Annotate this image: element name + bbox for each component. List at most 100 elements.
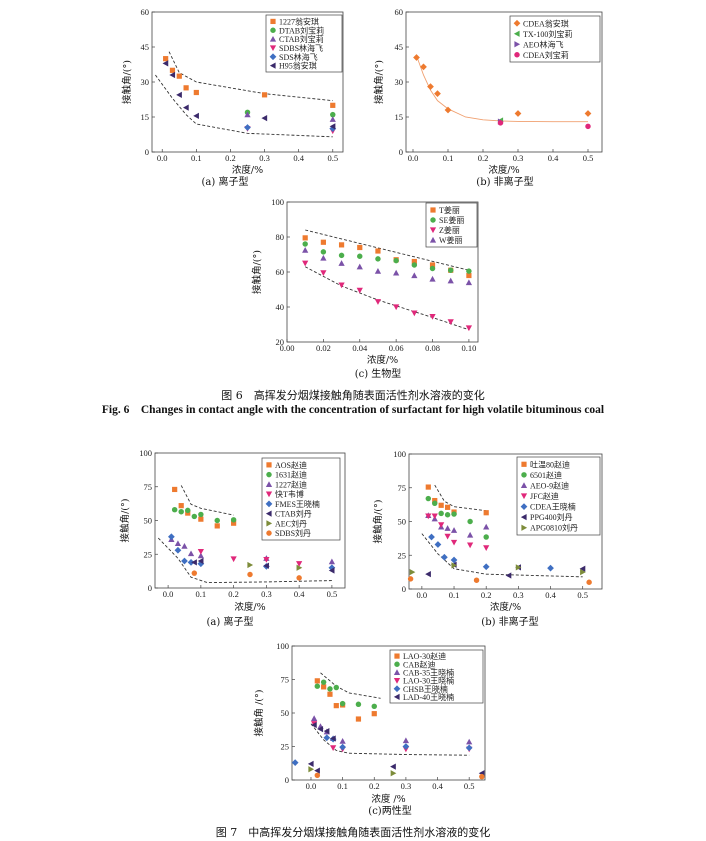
data-point bbox=[320, 679, 327, 685]
figure7-caption-cn: 图 7 中高挥发分烟煤接触角随表面活性剂水溶液的变化 bbox=[215, 826, 491, 839]
x-axis-label: 浓度 /% bbox=[371, 793, 405, 805]
x-tick-label: 0.4 bbox=[432, 781, 443, 791]
data-point bbox=[427, 83, 434, 91]
x-tick-label: 0.3 bbox=[513, 590, 524, 600]
y-tick-label: 0 bbox=[399, 147, 403, 157]
data-point bbox=[263, 557, 270, 563]
data-point bbox=[247, 561, 254, 569]
x-tick-label: 0.4 bbox=[548, 153, 559, 163]
data-point bbox=[483, 545, 490, 551]
data-point bbox=[330, 745, 337, 751]
data-point bbox=[320, 239, 326, 245]
legend-label: LAO-30赵迪 bbox=[403, 651, 446, 661]
legend-label: CAB-35王晓楠 bbox=[403, 667, 454, 677]
legend-marker bbox=[269, 45, 277, 52]
legend-label: H95翁安琪 bbox=[279, 61, 317, 71]
legend-label: CAB赵迪 bbox=[403, 659, 435, 669]
data-point bbox=[176, 91, 182, 98]
data-point bbox=[393, 257, 399, 264]
data-point bbox=[308, 766, 315, 773]
y-tick-label: 50 bbox=[144, 516, 153, 526]
data-point bbox=[339, 738, 346, 744]
data-point bbox=[339, 700, 346, 707]
data-point bbox=[333, 703, 339, 709]
legend-marker bbox=[269, 35, 277, 42]
data-point bbox=[329, 116, 336, 122]
x-tick-label: 0.4 bbox=[293, 153, 304, 163]
legend-label: LAO-30王晓楠 bbox=[403, 676, 454, 686]
data-point bbox=[182, 104, 189, 111]
data-point bbox=[176, 73, 182, 79]
legend-marker bbox=[266, 471, 272, 478]
subtitle-7a: (a) 离子型 bbox=[206, 617, 254, 628]
data-point bbox=[371, 711, 377, 717]
data-point bbox=[338, 252, 345, 259]
data-point bbox=[466, 738, 473, 745]
data-point bbox=[411, 272, 418, 279]
y-tick-label: 45 bbox=[395, 42, 404, 52]
legend-label: AEO-9赵迪 bbox=[530, 480, 569, 490]
data-point bbox=[230, 517, 237, 523]
x-tick-label: 0.5 bbox=[464, 781, 475, 791]
y-axis-label: 接触角/(°) bbox=[372, 500, 384, 544]
legend-label: W姜丽 bbox=[439, 235, 463, 245]
dashed-trend-line bbox=[421, 533, 583, 578]
fitted-curve bbox=[416, 55, 588, 123]
x-tick-label: 0.0 bbox=[163, 589, 174, 599]
legend-marker bbox=[269, 53, 277, 61]
legend-marker bbox=[269, 62, 276, 69]
data-point bbox=[338, 260, 345, 266]
data-point bbox=[198, 511, 204, 518]
data-point bbox=[447, 277, 454, 284]
legend-marker bbox=[394, 661, 400, 667]
dashed-trend-line bbox=[180, 485, 234, 516]
legend-marker bbox=[266, 520, 273, 527]
data-point bbox=[167, 533, 175, 541]
x-tick-label: 0.00 bbox=[280, 343, 295, 353]
legend-label: CHSB王晓楠 bbox=[403, 684, 448, 694]
legend-marker bbox=[430, 217, 436, 223]
data-point bbox=[178, 503, 184, 509]
data-point bbox=[261, 92, 268, 98]
data-point bbox=[329, 123, 336, 130]
data-point bbox=[230, 556, 237, 563]
legend-marker bbox=[265, 491, 273, 498]
data-point bbox=[411, 310, 418, 317]
figure6-caption-en: Fig. 6 Changes in contact angle with the… bbox=[101, 404, 605, 416]
x-axis-label: 浓度/% bbox=[367, 354, 398, 366]
x-tick-label: 0.1 bbox=[449, 590, 460, 600]
y-axis-label: 接触角/(°) bbox=[121, 60, 133, 104]
data-point bbox=[420, 63, 427, 71]
legend-marker bbox=[430, 207, 436, 213]
legend-label: TX-100刘宝莉 bbox=[523, 29, 572, 39]
x-axis-label: 浓度/% bbox=[232, 164, 263, 176]
legend-marker bbox=[521, 472, 527, 478]
dashed-trend-line bbox=[305, 229, 470, 271]
data-point bbox=[291, 759, 299, 766]
chart-6c: 0.00 0.02 0.04 0.06 0.08 0.10 20 40 60 80 100 浓度/% 接… bbox=[251, 197, 479, 366]
data-point bbox=[585, 123, 591, 130]
data-point bbox=[261, 115, 268, 122]
data-point bbox=[413, 54, 420, 61]
data-point bbox=[187, 550, 195, 557]
y-tick-label: 50 bbox=[398, 517, 407, 527]
chart-6b: 0.0 0.1 0.2 0.3 0.4 0.5 0 15 30 45 60 浓度/% 接触角/(°) CD… bbox=[373, 7, 603, 176]
x-tick-label: 0.0 bbox=[417, 590, 428, 600]
legend-marker bbox=[513, 30, 520, 37]
legend-marker bbox=[429, 236, 437, 243]
data-point bbox=[425, 484, 431, 490]
data-point bbox=[296, 561, 303, 567]
chart-7a: 0.0 0.1 0.2 0.3 0.4 0.5 0 25 50 75 100 浓度/% 接触角/(°) A… bbox=[119, 448, 346, 613]
legend-label: FMES王晓楠 bbox=[275, 499, 320, 509]
data-point bbox=[357, 253, 363, 259]
data-point bbox=[162, 60, 169, 67]
legend-label: PPG400刘丹 bbox=[530, 512, 573, 522]
legend-label: AEO林海飞 bbox=[523, 39, 563, 49]
data-point bbox=[244, 124, 251, 131]
data-point bbox=[374, 268, 382, 274]
data-point bbox=[497, 120, 504, 126]
legend-marker bbox=[265, 481, 273, 487]
legend-marker bbox=[514, 52, 520, 58]
data-point bbox=[214, 523, 220, 529]
